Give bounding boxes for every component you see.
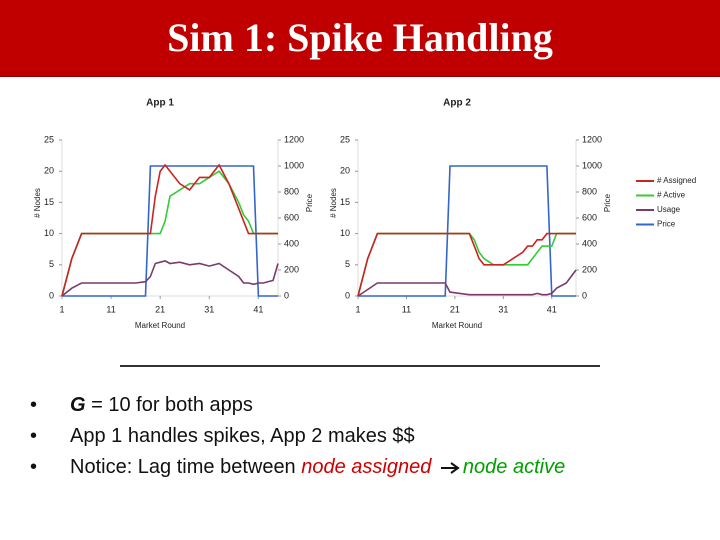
bullet-text: node assigned xyxy=(301,456,432,478)
y2-tick-label: 1200 xyxy=(284,134,304,144)
series-line xyxy=(357,269,577,297)
series-line xyxy=(62,165,278,297)
bullet: App 1 handles spikes, App 2 makes $$ xyxy=(30,421,565,452)
y2-tick-label: 800 xyxy=(582,186,597,196)
y2-axis-label: Price xyxy=(603,193,612,212)
separator xyxy=(120,365,600,367)
series-line xyxy=(358,165,576,297)
y-tick-label: 10 xyxy=(44,228,54,238)
series-line xyxy=(357,232,576,297)
bullet: G = 10 for both apps xyxy=(30,390,565,421)
series-line xyxy=(357,232,576,297)
x-tick-label: 31 xyxy=(498,304,508,314)
bullet-text: G xyxy=(70,394,86,416)
arrow-icon xyxy=(440,461,460,474)
y2-tick-label: 1000 xyxy=(284,160,304,170)
bullet-text: App 1 handles spikes, App 2 makes $$ xyxy=(70,425,415,447)
x-tick-label: 1 xyxy=(59,304,64,314)
bullet-text: Notice: Lag time between xyxy=(70,456,302,478)
slide-title: Sim 1: Spike Handling xyxy=(167,15,553,60)
series-line xyxy=(61,260,279,297)
x-tick-label: 1 xyxy=(355,304,360,314)
legend-label: Usage xyxy=(657,205,681,214)
y2-tick-label: 400 xyxy=(582,238,597,248)
x-tick-label: 31 xyxy=(204,304,214,314)
chart-title: App 1 xyxy=(146,98,174,109)
series-line xyxy=(61,163,278,297)
y-tick-label: 15 xyxy=(44,197,54,207)
legend-label: # Active xyxy=(657,191,686,200)
y2-tick-label: 200 xyxy=(284,264,299,274)
y-axis-label: # Nodes xyxy=(329,188,338,218)
y-tick-label: 25 xyxy=(44,134,54,144)
y2-tick-label: 800 xyxy=(284,186,299,196)
y-tick-label: 25 xyxy=(340,134,350,144)
y2-tick-label: 0 xyxy=(582,290,587,300)
bullets: G = 10 for both apps App 1 handles spike… xyxy=(30,390,565,483)
x-tick-label: 11 xyxy=(106,304,115,314)
legend-label: # Assigned xyxy=(657,176,696,185)
y-tick-label: 5 xyxy=(345,259,350,269)
y2-tick-label: 600 xyxy=(284,212,299,222)
y2-axis-label: Price xyxy=(305,193,314,212)
y-tick-label: 20 xyxy=(44,166,54,176)
bullet: Notice: Lag time between node assigned n… xyxy=(30,452,565,483)
x-tick-label: 41 xyxy=(253,304,263,314)
bullet-text: = 10 for both apps xyxy=(85,394,253,416)
x-tick-label: 41 xyxy=(547,304,557,314)
chart-title: App 2 xyxy=(443,98,471,109)
y2-tick-label: 1200 xyxy=(582,134,602,144)
y2-tick-label: 1000 xyxy=(582,160,602,170)
x-axis-label: Market Round xyxy=(432,321,482,330)
y-tick-label: 15 xyxy=(340,197,350,207)
x-axis-label: Market Round xyxy=(135,321,185,330)
x-tick-label: 21 xyxy=(450,304,460,314)
bullet-text: node active xyxy=(462,456,566,478)
y-tick-label: 0 xyxy=(49,290,54,300)
y-tick-label: 10 xyxy=(340,228,350,238)
legend-label: Price xyxy=(657,220,676,229)
y-tick-label: 20 xyxy=(340,166,350,176)
x-tick-label: 21 xyxy=(155,304,165,314)
y-tick-label: 0 xyxy=(345,290,350,300)
y-axis-label: # Nodes xyxy=(33,188,42,218)
y2-tick-label: 400 xyxy=(284,238,299,248)
y2-tick-label: 200 xyxy=(582,264,597,274)
x-tick-label: 11 xyxy=(402,304,411,314)
title-bar: Sim 1: Spike Handling xyxy=(0,0,720,77)
y-tick-label: 5 xyxy=(49,259,54,269)
y2-tick-label: 0 xyxy=(284,290,289,300)
y2-tick-label: 600 xyxy=(582,212,597,222)
